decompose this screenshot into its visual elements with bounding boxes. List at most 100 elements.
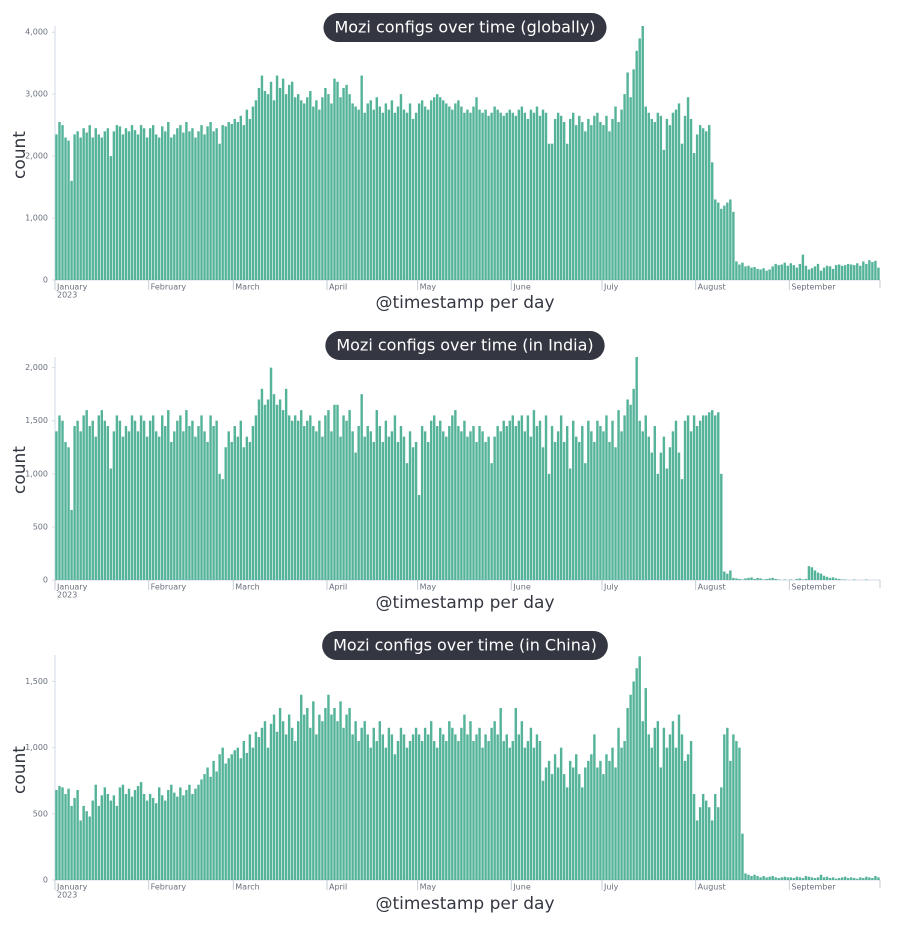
bar [442, 734, 445, 880]
bar [154, 134, 158, 280]
bar [194, 436, 197, 580]
bar [79, 820, 82, 880]
y-tick-label: 2,000 [25, 363, 48, 372]
bar [312, 426, 315, 580]
bar [58, 786, 61, 880]
bar [91, 420, 94, 580]
bar [514, 426, 518, 580]
bar [333, 707, 336, 880]
bar [723, 205, 726, 280]
bar [115, 805, 119, 880]
x-tick-label: June [512, 283, 531, 292]
bar [185, 790, 188, 880]
x-tick-sublabel: 2023 [57, 591, 77, 600]
bar [272, 714, 276, 880]
bar [100, 410, 104, 580]
bar [641, 431, 644, 580]
bar [735, 261, 738, 280]
bar [856, 878, 859, 880]
bar [445, 741, 448, 880]
bar [339, 436, 342, 580]
bar [194, 137, 197, 280]
bar [686, 415, 690, 580]
bar [112, 795, 116, 880]
bar [73, 797, 76, 880]
bar [484, 441, 487, 580]
bar [324, 415, 327, 580]
bar [535, 106, 539, 280]
bar [103, 131, 107, 280]
bar [451, 109, 454, 280]
bar [572, 420, 575, 580]
bar [67, 788, 70, 880]
bar [768, 269, 771, 280]
bar [865, 263, 868, 280]
bar [457, 426, 460, 580]
bar [756, 577, 759, 580]
bar [578, 115, 581, 280]
title-pill [325, 331, 605, 360]
bar [593, 441, 596, 580]
bar [798, 263, 802, 280]
bar [130, 796, 134, 880]
bar [303, 714, 306, 880]
bar [529, 109, 533, 280]
bar [505, 112, 508, 280]
bar [617, 410, 620, 580]
bar [118, 787, 122, 880]
bar [191, 420, 194, 580]
bar [475, 734, 478, 880]
bar [538, 741, 542, 880]
bar [454, 103, 457, 280]
bar [136, 431, 140, 580]
bar [602, 125, 605, 280]
bar [831, 577, 835, 580]
bar [502, 115, 505, 280]
bar [795, 876, 799, 880]
bar [780, 877, 783, 880]
bar [345, 84, 348, 280]
bar [680, 479, 684, 580]
bar [747, 577, 750, 580]
bar [64, 441, 67, 580]
bar [484, 109, 487, 280]
bar [133, 790, 137, 880]
chart-panel: 0 500 1,000 1,500 2,000 January February March A… [10, 331, 881, 613]
bar [321, 97, 324, 281]
bar [581, 787, 584, 880]
bar [426, 109, 430, 280]
bar [442, 100, 445, 280]
bar [378, 426, 382, 580]
bar [689, 741, 693, 880]
bar [224, 447, 227, 580]
bar [426, 734, 430, 880]
bar [381, 441, 385, 580]
bar [647, 112, 650, 280]
x-tick-label: February [151, 883, 187, 892]
bar [215, 128, 218, 280]
bar [230, 754, 233, 880]
bar [762, 876, 765, 880]
bar [877, 267, 880, 280]
bar [843, 876, 847, 880]
x-tick-label: August [698, 883, 726, 892]
bar [847, 263, 850, 280]
x-tick-label: August [698, 283, 726, 292]
bar [514, 707, 518, 880]
bar [203, 134, 206, 280]
bar [239, 115, 243, 280]
bar [218, 143, 221, 280]
bar [70, 509, 73, 580]
bar [659, 767, 663, 880]
bar [668, 125, 672, 280]
x-tick-label: April [329, 883, 347, 892]
bar [97, 415, 100, 580]
bar [463, 420, 466, 580]
bar [124, 793, 128, 880]
bar [611, 747, 614, 880]
bar [269, 81, 273, 280]
bar [565, 143, 569, 280]
y-tick-label: 0 [43, 576, 48, 585]
bar [831, 268, 835, 280]
bar [300, 694, 303, 880]
